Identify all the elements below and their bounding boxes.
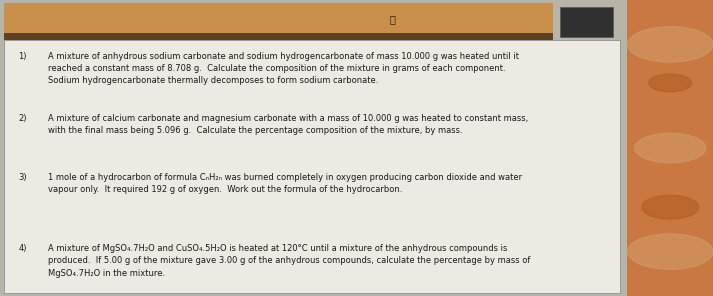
Circle shape [627,27,713,62]
Text: A mixture of anhydrous sodium carbonate and sodium hydrogencarbonate of mass 10.: A mixture of anhydrous sodium carbonate … [48,52,520,85]
Text: 2): 2) [19,114,27,123]
Text: A mixture of MgSO₄.7H₂O and CuSO₄.5H₂O is heated at 120°C until a mixture of the: A mixture of MgSO₄.7H₂O and CuSO₄.5H₂O i… [48,244,531,278]
Circle shape [642,195,699,219]
Text: 🏃: 🏃 [389,14,395,24]
Text: 1 mole of a hydrocarbon of formula CₙH₂ₙ was burned completely in oxygen produci: 1 mole of a hydrocarbon of formula CₙH₂ₙ… [48,173,523,194]
Circle shape [635,133,706,163]
FancyBboxPatch shape [4,3,553,40]
FancyBboxPatch shape [560,7,613,37]
Text: 3): 3) [19,173,27,182]
Text: 1): 1) [19,52,27,61]
Text: A mixture of calcium carbonate and magnesium carbonate with a mass of 10.000 g w: A mixture of calcium carbonate and magne… [48,114,529,135]
Circle shape [627,234,713,269]
Text: 4): 4) [19,244,27,253]
Circle shape [649,74,692,92]
FancyBboxPatch shape [4,33,553,40]
FancyBboxPatch shape [627,0,713,296]
FancyBboxPatch shape [4,40,620,293]
